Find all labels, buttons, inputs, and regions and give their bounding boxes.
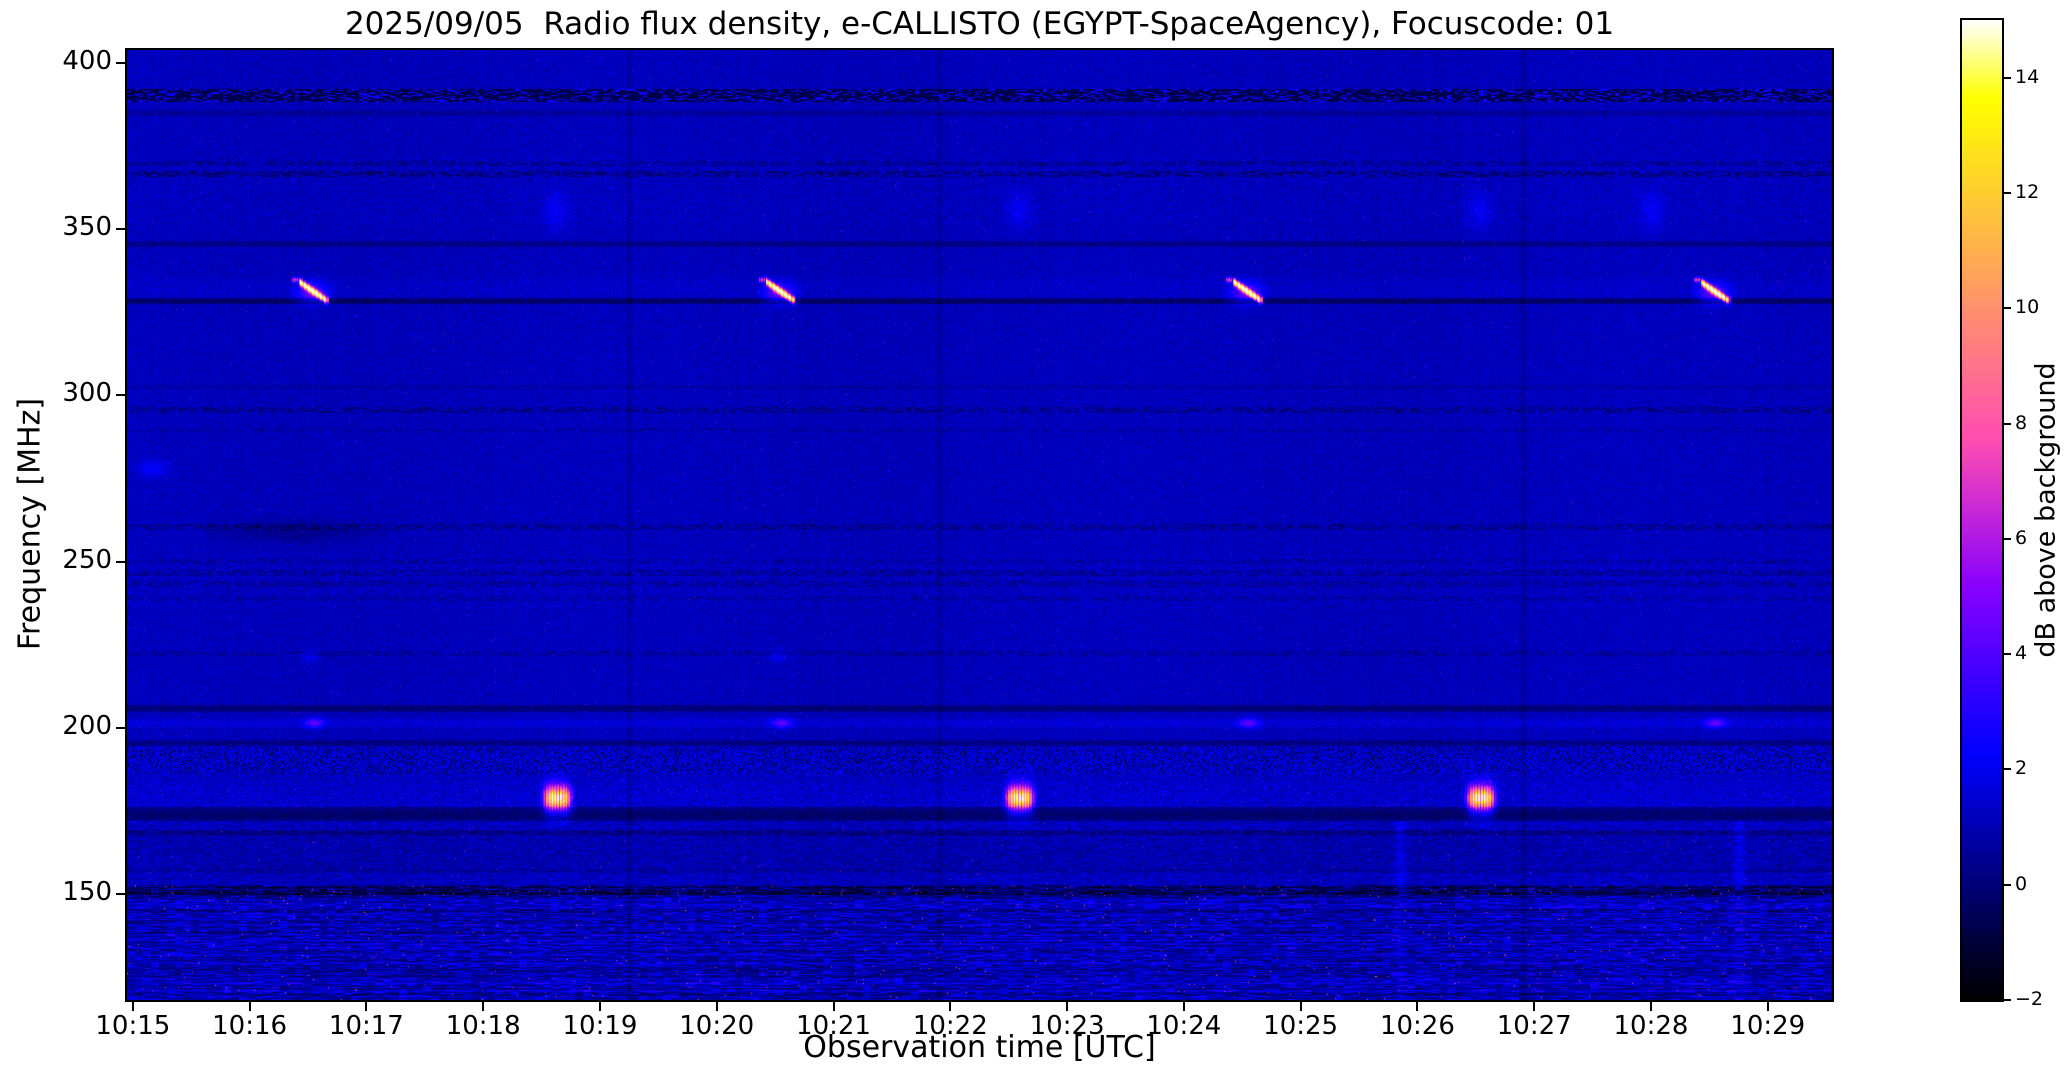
y-tick-mark xyxy=(116,228,125,231)
plot-frame xyxy=(125,48,1834,1002)
x-tick-label: 10:23 xyxy=(1029,1011,1105,1041)
y-tick-label: 300 xyxy=(62,378,112,409)
colorbar-tick-mark xyxy=(2004,191,2011,194)
colorbar-tick-mark xyxy=(2004,883,2011,886)
colorbar-frame xyxy=(1960,18,2004,1002)
y-tick-label: 400 xyxy=(62,46,112,77)
x-tick-mark xyxy=(1416,1002,1419,1011)
x-tick-mark xyxy=(949,1002,952,1011)
x-tick-label: 10:20 xyxy=(679,1011,755,1041)
colorbar-tick-mark xyxy=(2004,76,2011,79)
y-tick-mark xyxy=(116,892,125,895)
x-tick-label: 10:21 xyxy=(796,1011,871,1041)
colorbar-tick-label: 12 xyxy=(2015,180,2040,203)
x-tick-label: 10:24 xyxy=(1146,1011,1222,1041)
y-tick-label: 250 xyxy=(62,544,112,575)
x-tick-label: 10:18 xyxy=(445,1011,521,1041)
colorbar-tick-label: 14 xyxy=(2015,65,2040,88)
colorbar-tick-mark xyxy=(2004,999,2011,1001)
spectrogram-canvas xyxy=(127,50,1832,1000)
colorbar-gradient-canvas xyxy=(1962,20,2002,1000)
colorbar-tick-label: 4 xyxy=(2015,642,2028,665)
x-tick-mark xyxy=(598,1002,601,1011)
y-tick-mark xyxy=(116,560,125,563)
y-tick-label: 150 xyxy=(62,876,112,907)
y-tick-label: 350 xyxy=(62,212,112,243)
x-tick-mark xyxy=(832,1002,835,1011)
colorbar-tick-label: 6 xyxy=(2015,526,2028,549)
colorbar-tick-label: 10 xyxy=(2015,296,2040,319)
y-tick-mark xyxy=(116,726,125,729)
colorbar-tick-mark xyxy=(2004,768,2011,771)
colorbar-tick-mark xyxy=(2004,653,2011,656)
x-tick-label: 10:16 xyxy=(212,1011,288,1041)
x-tick-mark xyxy=(365,1002,368,1011)
x-tick-label: 10:22 xyxy=(912,1011,988,1041)
x-tick-label: 10:27 xyxy=(1496,1011,1572,1041)
x-tick-label: 10:26 xyxy=(1379,1011,1455,1041)
x-tick-mark xyxy=(1299,1002,1302,1011)
colorbar-tick-label: 8 xyxy=(2015,411,2028,434)
colorbar-tick-label: −2 xyxy=(2015,988,2044,1010)
x-tick-label: 10:17 xyxy=(328,1011,404,1041)
x-tick-mark xyxy=(1182,1002,1185,1011)
x-tick-label: 10:15 xyxy=(95,1011,171,1041)
y-tick-mark xyxy=(116,394,125,397)
x-tick-mark xyxy=(131,1002,134,1011)
colorbar-tick-mark xyxy=(2004,422,2011,425)
x-tick-label: 10:29 xyxy=(1730,1011,1806,1041)
x-tick-mark xyxy=(482,1002,485,1011)
x-tick-label: 10:25 xyxy=(1263,1011,1339,1041)
y-tick-label: 200 xyxy=(62,710,112,741)
x-tick-label: 10:19 xyxy=(562,1011,638,1041)
x-tick-mark xyxy=(1766,1002,1769,1011)
x-tick-mark xyxy=(715,1002,718,1011)
x-tick-mark xyxy=(1649,1002,1652,1011)
x-tick-mark xyxy=(1066,1002,1069,1011)
colorbar-tick-label: 2 xyxy=(2015,757,2028,780)
y-tick-mark xyxy=(116,62,125,65)
chart-title: 2025/09/05 Radio flux density, e-CALLIST… xyxy=(344,6,1615,42)
x-tick-mark xyxy=(248,1002,251,1011)
colorbar-tick-label: 0 xyxy=(2015,872,2028,895)
x-tick-mark xyxy=(1533,1002,1536,1011)
x-axis-label: Observation time [UTC] xyxy=(803,1030,1156,1065)
y-axis-label: Frequency [MHz] xyxy=(12,397,48,651)
colorbar-label: dB above background xyxy=(2030,362,2062,658)
colorbar-tick-mark xyxy=(2004,307,2011,310)
x-tick-label: 10:28 xyxy=(1613,1011,1689,1041)
colorbar-tick-mark xyxy=(2004,537,2011,540)
